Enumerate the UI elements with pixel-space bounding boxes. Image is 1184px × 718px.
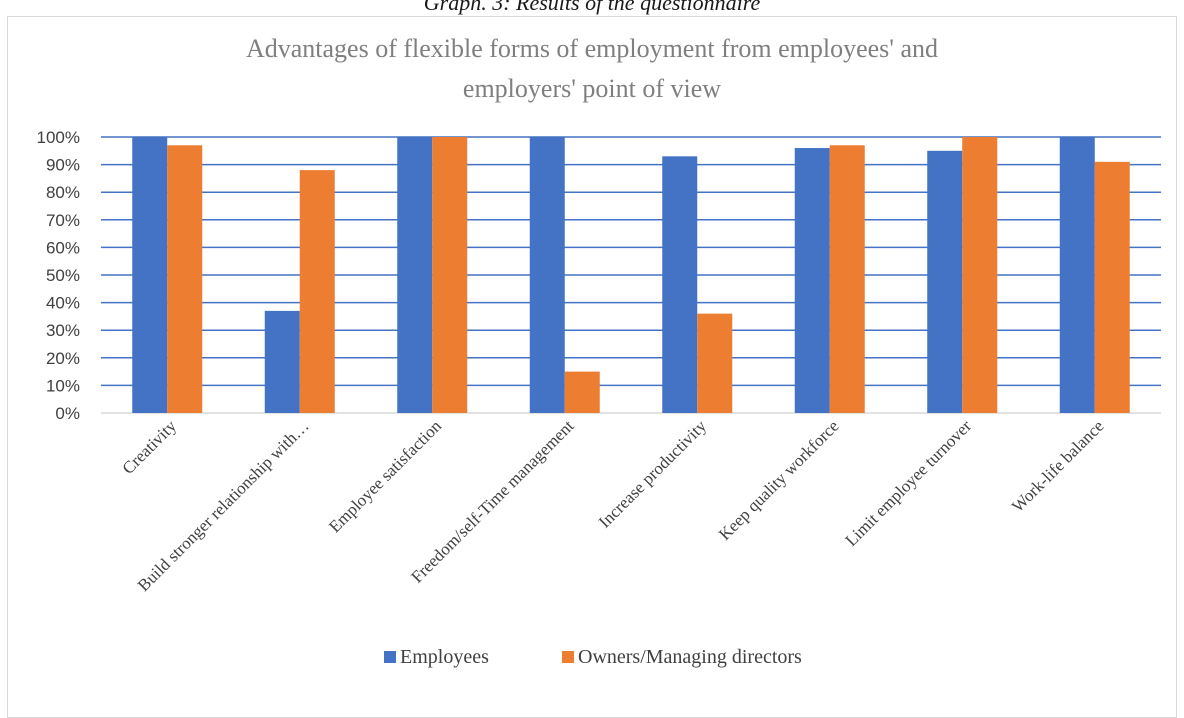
legend-swatch [562, 651, 574, 663]
y-tick-label: 60% [46, 238, 80, 257]
y-tick-label: 0% [55, 404, 80, 423]
y-tick-label: 80% [46, 183, 80, 202]
legend: Employees Owners/Managing directors [384, 646, 802, 668]
chart-area: Advantages of flexible forms of employme… [7, 16, 1177, 718]
bar-employees [662, 156, 698, 413]
bar-chart: Advantages of flexible forms of employme… [37, 34, 1161, 668]
chart-title-line-2: employers' point of view [463, 74, 721, 103]
x-category-label: Increase productivity [595, 416, 711, 532]
y-tick-label: 30% [46, 321, 80, 340]
y-tick-label: 100% [37, 128, 80, 147]
y-tick-label: 70% [46, 211, 80, 230]
bar-employees [927, 150, 963, 414]
bar-employees [132, 137, 168, 413]
bars [132, 137, 1130, 414]
figure-caption: Graph. 3: Results of the questionnaire [423, 0, 761, 15]
bar-owners [299, 170, 335, 413]
chart-title-line-1: Advantages of flexible forms of employme… [246, 34, 938, 63]
x-category-label: Work-life balance [1008, 416, 1108, 516]
x-category-label: Keep quality workforce [715, 416, 843, 544]
bar-owners [697, 313, 733, 413]
y-tick-label: 20% [46, 349, 80, 368]
bar-employees [264, 310, 300, 413]
legend-label: Owners/Managing directors [578, 646, 802, 668]
y-tick-label: 40% [46, 294, 80, 313]
bar-owners [962, 137, 998, 413]
bar-employees [397, 137, 433, 413]
bar-owners [1094, 161, 1130, 413]
gridlines [101, 136, 1161, 414]
legend-swatch [384, 651, 396, 663]
bar-employees [1059, 137, 1095, 413]
bar-owners [564, 371, 600, 413]
legend-label: Employees [400, 646, 489, 668]
y-tick-label: 90% [46, 156, 80, 175]
bar-employees [529, 137, 565, 413]
y-tick-label: 50% [46, 266, 80, 285]
bar-owners [167, 145, 203, 413]
x-category-label: Employee satisfaction [325, 416, 445, 536]
bar-employees [794, 148, 830, 414]
y-tick-label: 10% [46, 376, 80, 395]
y-axis-ticks: 0% 10% 20% 30% 40% 50% 60% 70% 80% 90% 100% [37, 128, 80, 423]
x-category-label: Creativity [119, 416, 181, 478]
bar-owners [829, 145, 865, 413]
x-category-label: Limit employee turnover [841, 416, 975, 550]
bar-owners [432, 137, 468, 413]
